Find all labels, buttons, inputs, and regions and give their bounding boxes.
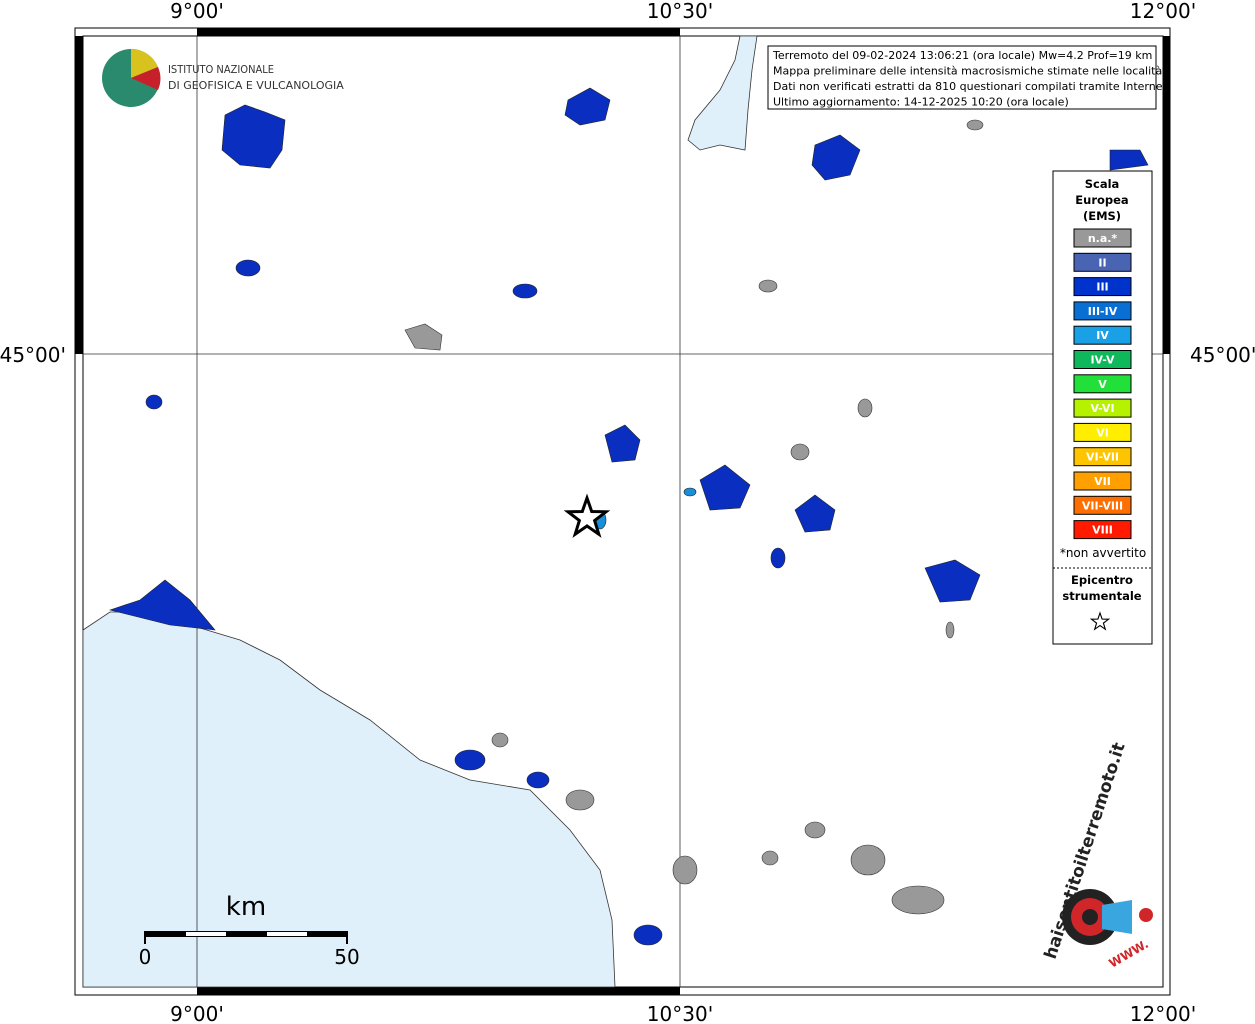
legend-swatch: [1073, 277, 1132, 297]
legend-title: (EMS): [1083, 209, 1121, 223]
info-line: Mappa preliminare delle intensità macros…: [773, 65, 1162, 78]
graticule-label: 9°00': [170, 0, 224, 23]
border: [1163, 36, 1170, 354]
logo-dot: [1139, 908, 1153, 922]
logo-ring: [1082, 909, 1098, 925]
logo-text: DI GEOFISICA E VULCANOLOGIA: [168, 79, 344, 92]
logo-horn: [1102, 900, 1132, 934]
legend-title: Europea: [1075, 193, 1128, 207]
graticule-label: 45°00': [0, 343, 66, 367]
legend-swatch: [1073, 374, 1132, 394]
legend-label: II: [1098, 256, 1106, 269]
legend-label: IV-V: [1090, 354, 1115, 367]
info-text: Terremoto del 09-02-2024 13:06:21 (ora l…: [772, 49, 1170, 109]
legend-label: VI: [1096, 426, 1109, 439]
legend-star: [1089, 611, 1111, 631]
scale-label: 0: [139, 945, 152, 969]
legend-swatch: [1073, 325, 1132, 345]
legend-label: VII: [1094, 475, 1111, 488]
legend-label: III: [1096, 281, 1108, 294]
legend-label: VI-VII: [1086, 451, 1119, 464]
legend-title: Scala: [1085, 177, 1120, 191]
scale-unit: km: [226, 892, 266, 922]
legend-label: V-VI: [1090, 402, 1114, 415]
ingv-logo: ISTITUTO NAZIONALE DI GEOFISICA E VULCAN…: [102, 48, 344, 107]
legend-swatch: [1073, 447, 1132, 467]
epicenter: [563, 493, 611, 538]
legend-label: VII-VIII: [1082, 499, 1123, 512]
legend-swatch: [1073, 350, 1132, 369]
scale-bar-body: [145, 931, 347, 937]
graticule-label: 12°00': [1130, 1002, 1196, 1024]
legend-label: VIII: [1092, 524, 1113, 537]
border: [197, 28, 680, 36]
logo-text: ISTITUTO NAZIONALE: [168, 63, 274, 76]
legend-swatch: [1073, 228, 1132, 248]
logo-sector: [131, 48, 158, 78]
info-line: Dati non verificati estratti da 810 ques…: [773, 80, 1170, 93]
legend-epicenter: strumentale: [1062, 589, 1141, 603]
legend-swatch: [1073, 422, 1132, 442]
legend-label: IV: [1096, 329, 1109, 342]
info-line: Terremoto del 09-02-2024 13:06:21 (ora l…: [772, 49, 1152, 62]
graticule-label: 10°30': [647, 0, 713, 23]
legend-note: *non avvertito: [1060, 546, 1146, 560]
border: [75, 36, 83, 354]
legend-swatch: [1073, 495, 1132, 515]
legend-swatch: [1073, 252, 1132, 272]
legend-label: n.a.*: [1088, 232, 1118, 245]
graticule-label: 10°30': [647, 1002, 713, 1024]
scale-bar-seg: [186, 932, 226, 936]
graticule-label: 9°00': [170, 1002, 224, 1024]
scale-label: 50: [334, 945, 359, 969]
graticule-label: 12°00': [1130, 0, 1196, 23]
scale-bar: km 0 50: [139, 892, 360, 969]
logo-sector: [131, 67, 161, 90]
legend-label: III-IV: [1088, 305, 1118, 318]
info-line: Ultimo aggiornamento: 14-12-2025 10:20 (…: [773, 96, 1069, 109]
legend-label: V: [1098, 378, 1107, 391]
graticule-label: 45°00': [1190, 343, 1255, 367]
scale-bar-seg: [267, 932, 307, 936]
legend-swatch: [1073, 398, 1132, 418]
info-box: [767, 45, 1157, 110]
municipalities: [108, 87, 1149, 946]
border: [197, 987, 680, 995]
legend-swatch: [1073, 301, 1132, 321]
legend-swatch: [1073, 471, 1132, 491]
legend-content: ScalaEuropea(EMS)n.a.*IIIIIIII-IVIVIV-VV…: [1060, 177, 1146, 603]
legend-epicenter: Epicentro: [1071, 573, 1133, 587]
legend-swatch: [1073, 520, 1132, 540]
lake: [687, 35, 758, 151]
